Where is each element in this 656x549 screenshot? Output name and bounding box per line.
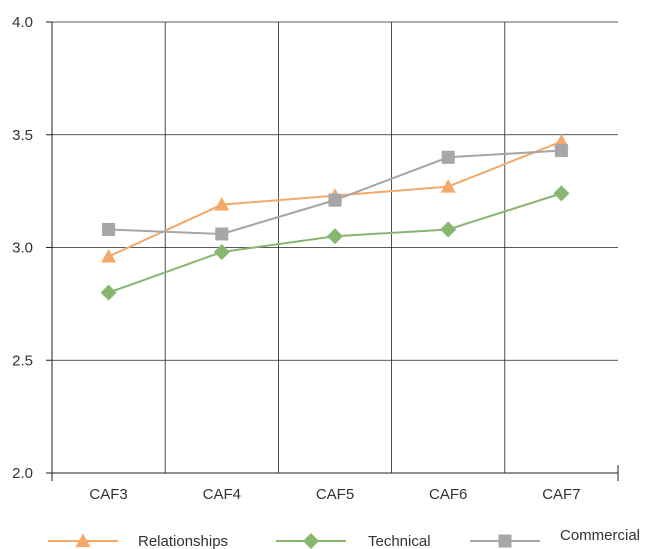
data-point (440, 221, 457, 238)
x-tick-label: CAF7 (542, 486, 580, 503)
data-point (327, 228, 343, 245)
legend-item-commercial: Commercial (470, 527, 640, 548)
x-tick-label: CAF5 (316, 486, 354, 503)
grid-lines (46, 21, 618, 474)
legend-marker (498, 534, 512, 548)
data-point (441, 150, 455, 164)
data-point (328, 193, 342, 207)
data-point (553, 185, 570, 202)
legend-label: Relationships (138, 533, 228, 549)
legend-marker (75, 533, 91, 547)
x-tick-label: CAF3 (89, 486, 127, 503)
x-tick-label: CAF6 (429, 486, 467, 503)
data-point (102, 222, 116, 236)
y-tick-label: 2.0 (12, 465, 33, 482)
legend-label: Commercial (560, 527, 640, 544)
series-technical (100, 185, 570, 301)
axes (51, 22, 619, 481)
y-tick-label: 4.0 (12, 14, 33, 31)
data-point (213, 244, 230, 261)
x-tick-label: CAF4 (203, 486, 241, 503)
legend-item-technical: Technical (276, 533, 431, 549)
y-axis-ticks: 2.0 2.5 3.0 3.5 4.0 (12, 14, 33, 482)
legend-marker (303, 533, 319, 549)
legend-item-relationships: Relationships (48, 533, 228, 549)
data-point (214, 197, 230, 211)
legend: Relationships Technical Commercial (48, 527, 640, 549)
data-point (100, 284, 117, 301)
legend-label: Technical (368, 533, 431, 549)
x-axis-ticks: CAF3 CAF4 CAF5 CAF6 CAF7 (89, 486, 580, 503)
y-tick-label: 3.0 (12, 240, 33, 257)
y-tick-label: 2.5 (12, 352, 33, 369)
y-tick-label: 3.5 (12, 127, 33, 144)
series-group (100, 134, 570, 301)
data-point (215, 227, 229, 241)
data-point (101, 249, 117, 263)
series-commercial (102, 144, 568, 241)
data-point (554, 144, 568, 158)
data-point (440, 179, 456, 193)
